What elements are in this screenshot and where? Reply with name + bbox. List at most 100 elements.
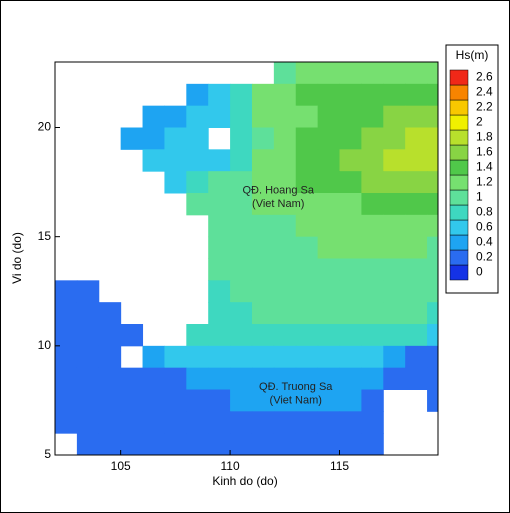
- cell: [208, 214, 231, 238]
- cell: [76, 324, 100, 347]
- cell: [164, 105, 187, 128]
- cell: [164, 345, 187, 369]
- cell: [230, 193, 253, 216]
- cell: [76, 389, 100, 412]
- cell: [383, 324, 406, 347]
- cell: [317, 214, 341, 238]
- cell: [361, 193, 384, 216]
- colorbar-label: 2.2: [476, 100, 493, 114]
- cell: [339, 411, 362, 434]
- cell: [230, 324, 253, 347]
- cell: [317, 83, 341, 107]
- colorbar-swatch: [449, 249, 469, 266]
- cell: [317, 302, 341, 325]
- cell: [317, 389, 341, 412]
- annotation: QĐ. Truong Sa: [259, 381, 333, 393]
- cell: [273, 433, 297, 455]
- cell: [120, 367, 144, 390]
- cell: [76, 411, 100, 434]
- cell: [383, 83, 406, 107]
- cell: [317, 105, 341, 128]
- cell: [98, 411, 122, 434]
- cell: [427, 258, 438, 281]
- cell: [230, 83, 253, 107]
- cell: [383, 258, 406, 281]
- cell: [142, 389, 165, 412]
- colorbar-label: 1.4: [476, 160, 493, 174]
- cell: [208, 258, 231, 281]
- cell: [427, 367, 438, 390]
- cell: [427, 214, 438, 238]
- cell: [361, 389, 384, 412]
- cell: [383, 236, 406, 259]
- cell: [186, 149, 209, 172]
- cell: [383, 193, 406, 216]
- cell: [142, 367, 165, 390]
- cell: [251, 302, 275, 325]
- cell: [186, 127, 209, 150]
- cell: [273, 149, 297, 172]
- cell: [76, 345, 100, 369]
- cell: [273, 411, 297, 434]
- annotation: (Viet Nam): [270, 394, 322, 406]
- cell: [230, 105, 253, 128]
- cell: [295, 433, 319, 455]
- cell: [361, 127, 384, 150]
- colorbar-label: 0.4: [476, 235, 493, 249]
- cell: [339, 62, 362, 85]
- cell: [251, 214, 275, 238]
- cell: [427, 302, 438, 325]
- cell: [361, 214, 384, 238]
- colorbar-label: 1.8: [476, 130, 493, 144]
- cell: [98, 367, 122, 390]
- cell: [142, 105, 165, 128]
- cell: [55, 280, 78, 303]
- annotation: (Viet Nam): [252, 198, 304, 210]
- plot-border: [54, 61, 439, 456]
- field: [55, 62, 438, 455]
- cell: [208, 324, 231, 347]
- cell: [230, 214, 253, 238]
- cell: [251, 127, 275, 150]
- cell: [339, 367, 362, 390]
- cell: [273, 367, 297, 390]
- cell: [142, 411, 165, 434]
- cell: [142, 433, 165, 455]
- colorbar-swatch: [449, 189, 469, 206]
- cell: [317, 345, 341, 369]
- cell: [339, 214, 362, 238]
- cell: [76, 433, 100, 455]
- colorbar-label: 0.8: [476, 205, 493, 219]
- cell: [230, 411, 253, 434]
- cell: [383, 280, 406, 303]
- cell: [55, 389, 78, 412]
- cell: [295, 324, 319, 347]
- cell: [383, 105, 406, 128]
- colorbar-swatch: [449, 159, 469, 176]
- cell: [186, 411, 209, 434]
- cell: [295, 345, 319, 369]
- cell: [295, 83, 319, 107]
- cell: [120, 324, 144, 347]
- cell: [361, 62, 384, 85]
- cell: [405, 149, 428, 172]
- colorbar-label: 2: [476, 115, 483, 129]
- cell: [186, 389, 209, 412]
- cell: [273, 389, 297, 412]
- y-tick-label: 5: [44, 447, 51, 461]
- colorbar-swatch: [449, 69, 469, 86]
- cell: [273, 83, 297, 107]
- cell: [164, 433, 187, 455]
- cell: [251, 433, 275, 455]
- cell: [405, 302, 428, 325]
- cell: [208, 433, 231, 455]
- cell: [251, 367, 275, 390]
- colorbar-swatch: [449, 84, 469, 101]
- cell: [230, 389, 253, 412]
- cell: [208, 367, 231, 390]
- cell: [405, 367, 428, 390]
- y-tick-label: 20: [38, 120, 52, 134]
- cell: [295, 389, 319, 412]
- cell: [427, 149, 438, 172]
- cell: [361, 258, 384, 281]
